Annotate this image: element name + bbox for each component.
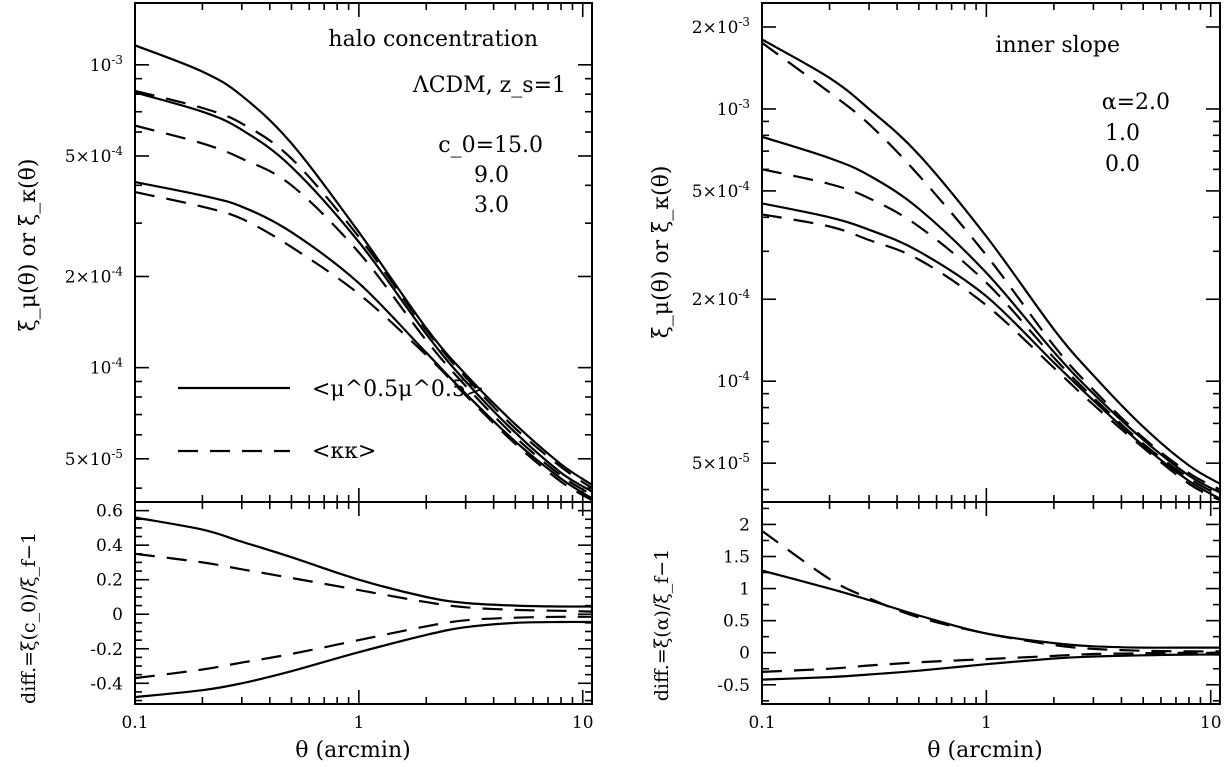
right-top-ylabel: ξ_μ(θ) or ξ_κ(θ): [649, 166, 674, 339]
series-line-2-solid: [134, 91, 593, 493]
y-tick-label: 0: [739, 644, 750, 664]
left-top-panel: 10-3 5×10-4 2×10-4 10-4 5×10-5: [65, 2, 593, 503]
y-tick-label: 0.5: [723, 612, 750, 632]
x-tick-label: 1: [981, 713, 992, 733]
y-tick-label: 5×10-5: [65, 447, 123, 470]
right-top-panel: 2×10-3 10-3 5×10-4 2×10-4 10-4 5×10-5: [692, 2, 1221, 503]
series-line-2-dashed: [134, 615, 593, 680]
right-top-annotation-alpha-2: α=2.0: [1102, 90, 1170, 115]
y-tick-label: 2: [739, 515, 750, 535]
y-tick-label: 0: [112, 605, 123, 625]
series-line-0-solid: [134, 516, 593, 608]
y-tick-label: 2×10-4: [65, 264, 123, 287]
y-tick-label: -0.4: [90, 674, 123, 694]
left-top-title: halo concentration: [328, 27, 538, 52]
left-top-annotation-c0-9: 9.0: [474, 163, 509, 188]
right-bottom-panel: 0.1 1 10 2 1.5 1 0.5 0 -0.5: [717, 501, 1222, 733]
series-line-3-dashed: [761, 168, 1221, 497]
left-top-annotation-model: ΛCDM, z_s=1: [412, 73, 566, 98]
series-line-5-dashed: [761, 213, 1221, 502]
legend-solid-label: <μ^0.5μ^0.5>: [312, 377, 484, 402]
right-bottom-ylabel: diff.=ξ(α)/ξ_f−1: [651, 549, 673, 702]
legend-dashed-label: <κκ>: [312, 439, 376, 464]
left-bottom-panel: 0.1 1 10 0.6 0.4 0.2 0 -0.2 -0.4: [90, 501, 594, 733]
series-line-0-solid: [134, 44, 593, 486]
series-line-1-dashed: [134, 552, 593, 613]
right-top-annotation-alpha-0: 0.0: [1105, 152, 1140, 177]
plot-frame: [761, 501, 1221, 705]
series-line-2-dashed: [761, 651, 1221, 673]
left-bottom-ylabel: diff.=ξ(c_0)/ξ_f−1: [18, 532, 40, 704]
y-tick-label: 1.5: [723, 548, 750, 568]
y-tick-label: -0.5: [717, 676, 750, 696]
series-line-3-solid: [134, 620, 593, 699]
x-tick-label: 0.1: [121, 713, 148, 733]
y-tick-label: 0.6: [96, 502, 123, 522]
x-tick-label: 10: [1200, 713, 1222, 733]
series-line-3-dashed: [134, 124, 593, 496]
plot-frame: [134, 501, 593, 705]
y-tick-label: 10-4: [717, 369, 750, 392]
y-tick-label: 2×10-3: [692, 15, 750, 38]
right-top-annotation-alpha-1: 1.0: [1105, 121, 1140, 146]
y-tick-label: 0.2: [96, 571, 123, 591]
left-top-annotation-c0-15: c_0=15.0: [438, 133, 543, 158]
series-line-4-solid: [134, 181, 593, 500]
y-tick-label: 5×10-4: [65, 144, 123, 167]
y-tick-label: -0.2: [90, 640, 123, 660]
series-line-5-dashed: [134, 191, 593, 502]
series-line-2-solid: [761, 135, 1221, 494]
y-tick-label: 5×10-4: [692, 179, 750, 202]
series-line-1-solid: [761, 569, 1220, 649]
y-tick-label: 2×10-4: [692, 287, 750, 310]
y-tick-label: 10-3: [90, 53, 123, 76]
series-line-4-solid: [761, 202, 1221, 500]
x-tick-label: 0.1: [748, 713, 775, 733]
left-xlabel: θ (arcmin): [295, 738, 410, 763]
left-top-annotation-c0-3: 3.0: [474, 193, 509, 218]
left-top-ylabel: ξ_μ(θ) or ξ_κ(θ): [16, 159, 41, 332]
series-line-3-solid: [761, 653, 1221, 681]
y-tick-label: 1: [739, 580, 750, 600]
right-top-title: inner slope: [995, 33, 1120, 58]
y-tick-label: 5×10-5: [692, 451, 750, 474]
x-tick-label: 1: [353, 713, 364, 733]
series-line-1-dashed: [761, 41, 1221, 491]
x-tick-label: 10: [572, 713, 594, 733]
y-tick-label: 10-3: [717, 97, 750, 120]
y-tick-label: 0.4: [96, 536, 123, 556]
series-line-0-solid: [761, 38, 1221, 485]
series-line-1-dashed: [134, 89, 593, 490]
right-xlabel: θ (arcmin): [927, 738, 1042, 763]
y-tick-label: 10-4: [90, 356, 123, 379]
